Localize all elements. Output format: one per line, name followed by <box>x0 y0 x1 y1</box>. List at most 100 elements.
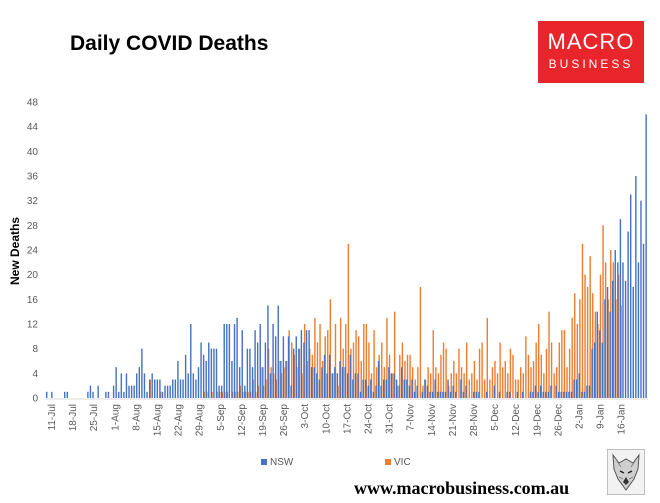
bar-nsw <box>478 391 480 398</box>
bar-nsw <box>308 330 310 398</box>
bar-nsw <box>244 385 246 398</box>
bar-vic <box>602 225 604 398</box>
bar-nsw <box>89 385 92 398</box>
bar-nsw <box>210 348 213 398</box>
bar-nsw <box>298 348 300 398</box>
bar-nsw <box>537 391 539 398</box>
bar-nsw <box>413 391 416 398</box>
bar-nsw <box>313 367 315 398</box>
bar-vic <box>453 361 455 398</box>
bar-nsw <box>344 367 346 398</box>
bar-nsw <box>123 391 125 398</box>
bar-vic <box>574 293 576 398</box>
bar-vic <box>592 293 594 398</box>
bar-vic <box>548 311 550 398</box>
y-tick-label: 8 <box>32 344 38 355</box>
bar-nsw <box>614 250 616 398</box>
bar-nsw <box>326 373 328 398</box>
footer-url[interactable]: www.macrobusiness.com.au <box>354 478 570 498</box>
bar-nsw <box>516 391 519 398</box>
bar-nsw <box>591 348 593 398</box>
bar-nsw <box>568 391 570 398</box>
bar-nsw <box>617 262 619 398</box>
bar-nsw <box>408 385 411 398</box>
bar-vic <box>365 324 368 398</box>
bar-nsw <box>539 385 542 398</box>
bar-vic <box>543 373 545 398</box>
bar-vic <box>563 330 566 398</box>
bar-nsw <box>195 379 197 398</box>
x-tick-label: 5-Dec <box>490 404 501 431</box>
bar-nsw <box>215 348 218 398</box>
bar-nsw <box>336 373 339 398</box>
bar-nsw <box>285 361 287 398</box>
bar-nsw <box>560 391 562 398</box>
bar-nsw <box>509 391 511 398</box>
x-tick-label: 2-Jan <box>575 404 586 429</box>
bar-vic <box>473 361 476 398</box>
bar-nsw <box>424 379 426 398</box>
bar-vic <box>581 243 584 398</box>
bar-nsw <box>570 391 573 398</box>
bar-nsw <box>498 391 501 398</box>
bar-vic <box>345 324 347 398</box>
bar-vic <box>535 342 537 398</box>
bar-vic <box>514 379 517 398</box>
bar-nsw <box>169 385 171 398</box>
bar-nsw <box>439 391 442 398</box>
bar-nsw <box>272 324 274 398</box>
bar-vic <box>386 317 388 398</box>
bar-nsw <box>475 391 478 398</box>
bar-nsw <box>521 391 524 398</box>
bar-nsw <box>251 367 254 398</box>
bar-vic <box>530 367 532 398</box>
bar-nsw <box>259 324 261 398</box>
bar-vic <box>504 361 506 398</box>
bar-nsw <box>310 367 313 398</box>
bar-nsw <box>143 373 146 398</box>
bar-nsw <box>449 391 452 398</box>
bar-vic <box>427 367 429 398</box>
y-tick-label: 48 <box>27 98 39 109</box>
bars-group <box>46 114 647 398</box>
bar-vic <box>496 373 499 398</box>
x-tick-label: 17-Oct <box>342 404 353 434</box>
bar-vic <box>579 299 581 398</box>
bar-nsw <box>125 373 128 398</box>
bar-nsw <box>377 361 380 398</box>
bar-vic <box>522 373 524 398</box>
y-tick-label: 44 <box>27 122 39 133</box>
x-tick-label: 12-Dec <box>511 404 522 436</box>
x-tick-label: 28-Nov <box>469 404 480 436</box>
bar-vic <box>494 361 496 398</box>
bar-nsw <box>156 379 159 398</box>
bar-nsw <box>642 243 645 398</box>
bar-nsw <box>141 348 143 398</box>
bar-nsw <box>370 379 372 398</box>
macrobusiness-logo[interactable]: MACRO BUSINESS <box>538 21 644 83</box>
bar-nsw <box>269 373 272 398</box>
y-axis-label: New Deaths <box>8 217 22 285</box>
bar-nsw <box>318 379 321 398</box>
bar-vic <box>491 367 494 398</box>
bar-vic <box>406 354 409 398</box>
x-tick-label: 25-Jul <box>89 404 100 431</box>
bar-nsw <box>51 391 53 398</box>
bar-nsw <box>359 391 362 398</box>
bar-vic <box>509 348 512 398</box>
bar-nsw <box>231 361 233 398</box>
bar-nsw <box>444 391 447 398</box>
bar-nsw <box>174 379 177 398</box>
bar-nsw <box>46 391 48 398</box>
bar-nsw <box>287 336 290 398</box>
bar-nsw <box>341 367 344 398</box>
bar-nsw <box>228 324 231 398</box>
x-tick-label: 10-Oct <box>321 404 332 434</box>
x-tick-label: 22-Aug <box>174 404 185 436</box>
bar-vic <box>352 342 355 398</box>
bar-nsw <box>452 385 454 398</box>
bar-nsw <box>118 391 120 398</box>
bar-nsw <box>187 373 189 398</box>
bar-nsw <box>637 262 640 398</box>
y-tick-label: 32 <box>27 196 39 207</box>
